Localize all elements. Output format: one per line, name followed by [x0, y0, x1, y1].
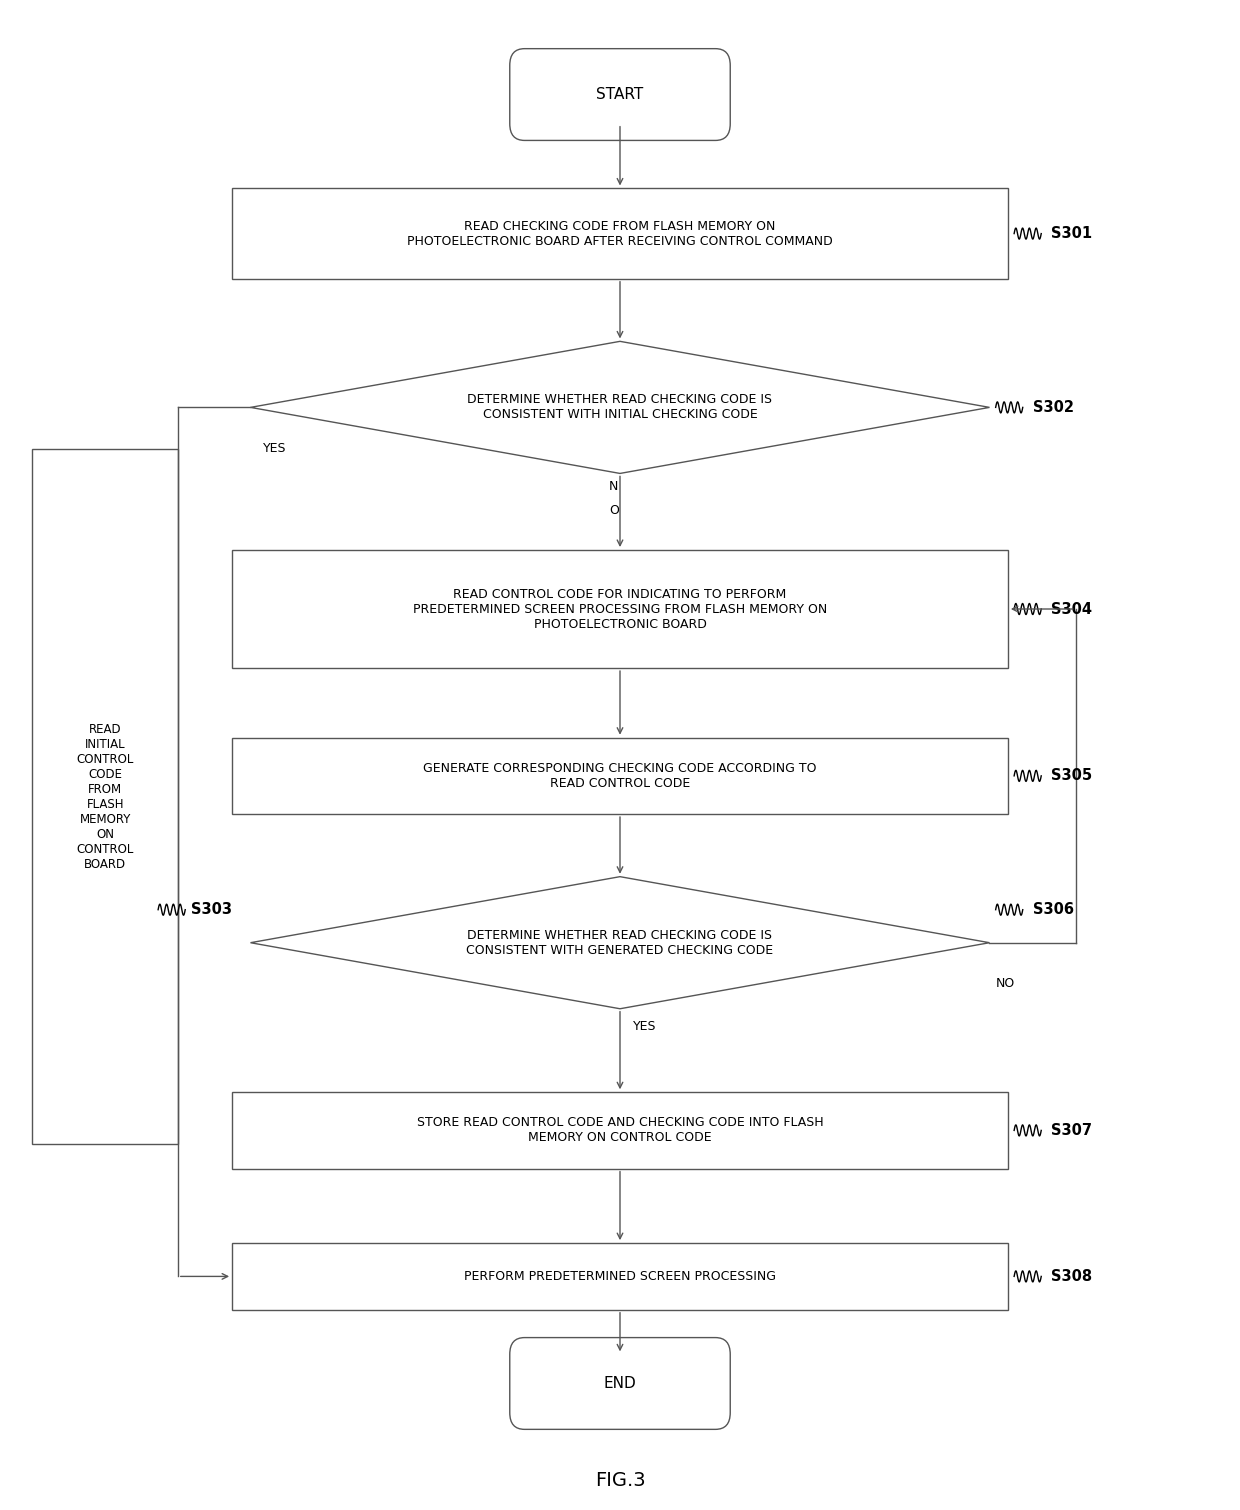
Text: GENERATE CORRESPONDING CHECKING CODE ACCORDING TO
READ CONTROL CODE: GENERATE CORRESPONDING CHECKING CODE ACC… — [423, 763, 817, 790]
Text: N: N — [609, 480, 619, 494]
Bar — [232, 1092, 1008, 1169]
Bar — [32, 448, 177, 1145]
FancyBboxPatch shape — [510, 1338, 730, 1430]
Bar — [232, 550, 1008, 667]
Text: S305: S305 — [1052, 769, 1092, 784]
Text: END: END — [604, 1376, 636, 1391]
Text: START: START — [596, 88, 644, 103]
Text: YES: YES — [632, 1019, 656, 1033]
Text: S306: S306 — [1033, 901, 1074, 917]
Text: S308: S308 — [1052, 1268, 1092, 1283]
Text: STORE READ CONTROL CODE AND CHECKING CODE INTO FLASH
MEMORY ON CONTROL CODE: STORE READ CONTROL CODE AND CHECKING COD… — [417, 1116, 823, 1145]
Text: S302: S302 — [1033, 400, 1074, 415]
FancyBboxPatch shape — [510, 48, 730, 140]
Polygon shape — [250, 341, 990, 474]
Polygon shape — [250, 877, 990, 1009]
Text: READ CHECKING CODE FROM FLASH MEMORY ON
PHOTOELECTRONIC BOARD AFTER RECEIVING CO: READ CHECKING CODE FROM FLASH MEMORY ON … — [407, 219, 833, 248]
Bar — [232, 189, 1008, 279]
Text: S307: S307 — [1052, 1123, 1092, 1139]
Text: O: O — [609, 504, 619, 516]
Bar — [232, 1243, 1008, 1309]
Text: S303: S303 — [191, 901, 232, 917]
Text: NO: NO — [996, 977, 1014, 991]
Text: DETERMINE WHETHER READ CHECKING CODE IS
CONSISTENT WITH INITIAL CHECKING CODE: DETERMINE WHETHER READ CHECKING CODE IS … — [467, 394, 773, 421]
Text: YES: YES — [263, 442, 286, 455]
Text: READ
INITIAL
CONTROL
CODE
FROM
FLASH
MEMORY
ON
CONTROL
BOARD: READ INITIAL CONTROL CODE FROM FLASH MEM… — [77, 723, 134, 871]
Text: READ CONTROL CODE FOR INDICATING TO PERFORM
PREDETERMINED SCREEN PROCESSING FROM: READ CONTROL CODE FOR INDICATING TO PERF… — [413, 587, 827, 631]
Text: S304: S304 — [1052, 601, 1092, 616]
Text: DETERMINE WHETHER READ CHECKING CODE IS
CONSISTENT WITH GENERATED CHECKING CODE: DETERMINE WHETHER READ CHECKING CODE IS … — [466, 929, 774, 957]
Text: FIG.3: FIG.3 — [595, 1471, 645, 1490]
Text: S301: S301 — [1052, 226, 1092, 242]
Bar — [232, 737, 1008, 814]
Text: PERFORM PREDETERMINED SCREEN PROCESSING: PERFORM PREDETERMINED SCREEN PROCESSING — [464, 1270, 776, 1283]
